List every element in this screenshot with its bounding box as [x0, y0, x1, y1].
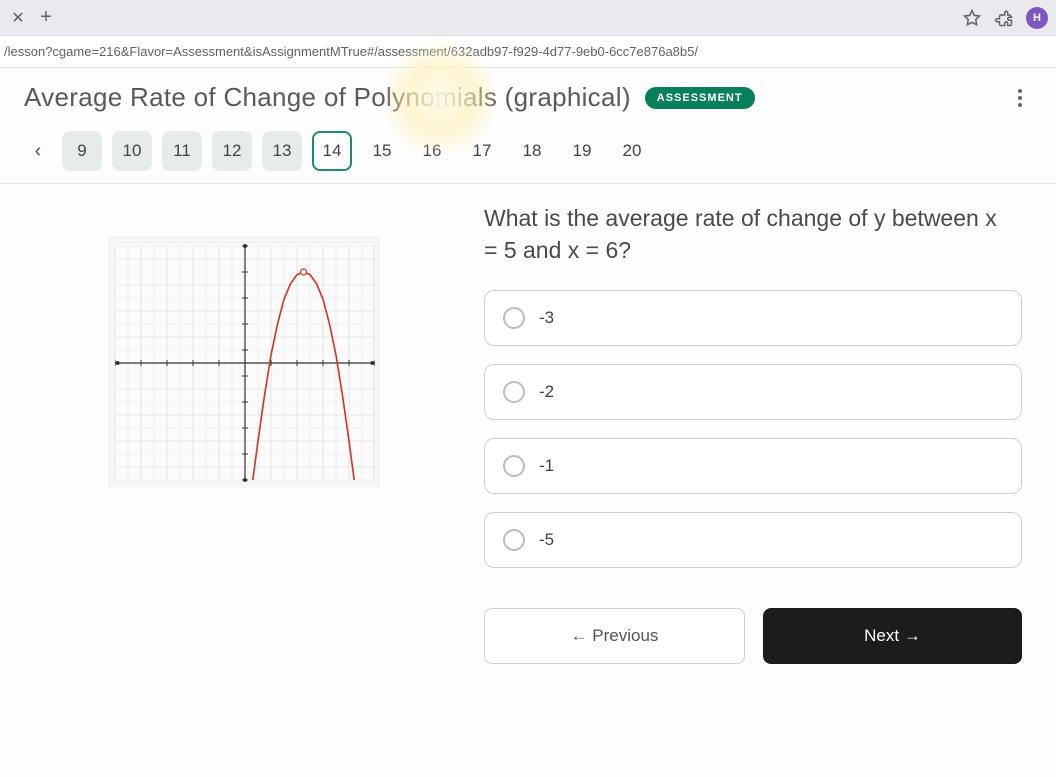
assessment-badge: ASSESSMENT [645, 87, 755, 109]
lesson-header: Average Rate of Change of Polynomials (g… [24, 82, 1032, 113]
radio-icon [503, 529, 525, 551]
question-number[interactable]: 13 [262, 131, 302, 171]
question-number[interactable]: 19 [562, 131, 602, 171]
option-label: -3 [539, 308, 554, 328]
pager-prev-icon[interactable]: ‹ [24, 131, 52, 171]
answer-option[interactable]: -3 [484, 290, 1022, 346]
radio-icon [503, 307, 525, 329]
question-body: What is the average rate of change of y … [24, 184, 1032, 729]
question-text: What is the average rate of change of y … [484, 202, 1004, 266]
question-pager: ‹ 91011121314151617181920 [24, 131, 1032, 171]
question-number[interactable]: 16 [412, 131, 452, 171]
option-label: -5 [539, 530, 554, 550]
page-title: Average Rate of Change of Polynomials (g… [24, 82, 631, 113]
answer-option[interactable]: -2 [484, 364, 1022, 420]
previous-button[interactable]: ← Previous [484, 608, 745, 664]
options-list: -3 -2 -1 -5 [484, 290, 1022, 568]
answer-option[interactable]: -1 [484, 438, 1022, 494]
question-number[interactable]: 11 [162, 131, 202, 171]
question-number[interactable]: 12 [212, 131, 252, 171]
question-number[interactable]: 14 [312, 131, 352, 171]
close-icon[interactable]: ✕ [8, 8, 28, 28]
answer-panel: What is the average rate of change of y … [484, 202, 1032, 729]
url-bar[interactable]: /lesson?cgame=216&Flavor=Assessment&isAs… [0, 36, 1056, 68]
extensions-icon[interactable] [994, 8, 1014, 28]
next-button[interactable]: Next → [763, 608, 1022, 664]
answer-option[interactable]: -5 [484, 512, 1022, 568]
question-number[interactable]: 15 [362, 131, 402, 171]
option-label: -2 [539, 382, 554, 402]
new-tab-icon[interactable]: + [36, 8, 56, 28]
page-content: Average Rate of Change of Polynomials (g… [0, 68, 1056, 777]
option-label: -1 [539, 456, 554, 476]
question-number[interactable]: 10 [112, 131, 152, 171]
question-number[interactable]: 18 [512, 131, 552, 171]
profile-avatar[interactable]: H [1026, 7, 1048, 29]
graph-panel [24, 202, 464, 729]
graph-svg [115, 243, 375, 483]
question-number[interactable]: 20 [612, 131, 652, 171]
question-number[interactable]: 17 [462, 131, 502, 171]
more-menu-icon[interactable] [1008, 86, 1032, 110]
graph [114, 242, 374, 482]
radio-icon [503, 381, 525, 403]
browser-tab-strip: ✕ + H [0, 0, 1056, 36]
nav-row: ← Previous Next → [484, 608, 1022, 664]
radio-icon [503, 455, 525, 477]
question-number[interactable]: 9 [62, 131, 102, 171]
bookmark-star-icon[interactable] [962, 8, 982, 28]
